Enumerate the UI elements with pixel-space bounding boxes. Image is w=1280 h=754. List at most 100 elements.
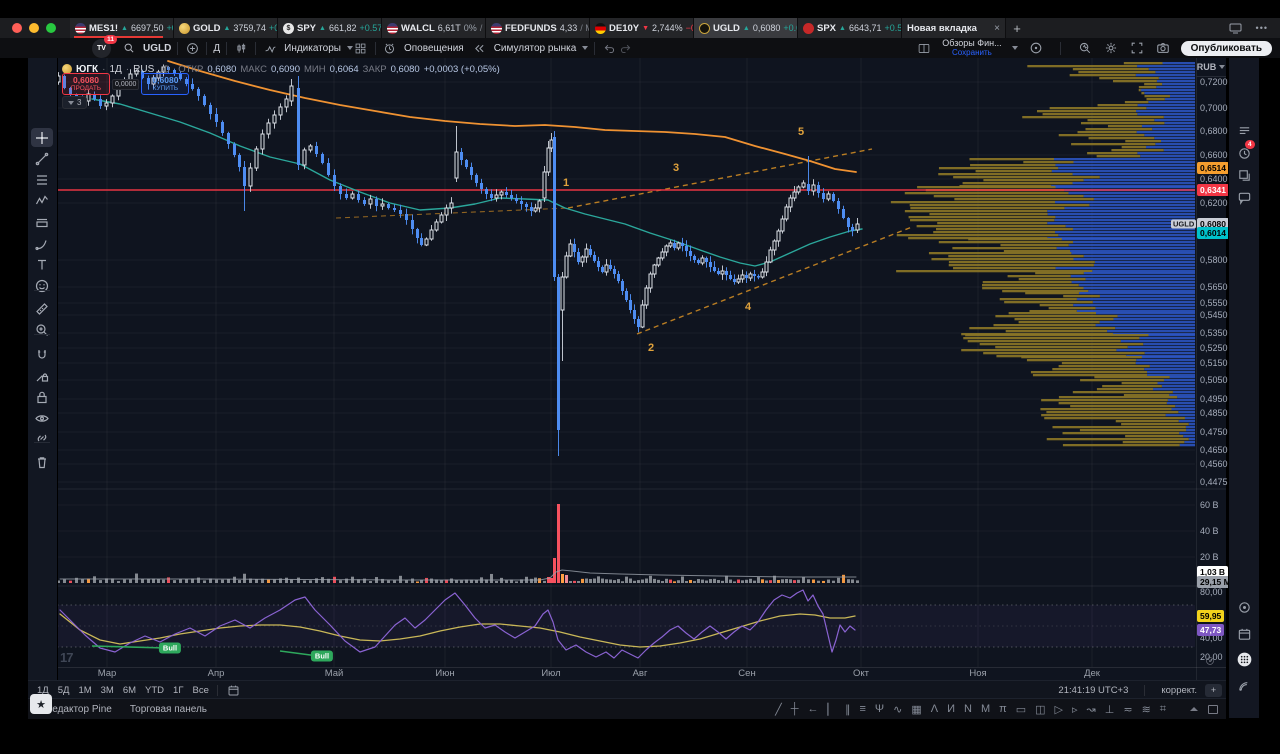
symbol-search[interactable]: UGLD bbox=[121, 40, 171, 56]
watchlist-icon[interactable] bbox=[1235, 122, 1253, 140]
range-button-6м[interactable]: 6М bbox=[122, 684, 137, 696]
ruler-tool[interactable] bbox=[31, 299, 53, 318]
adjust-label[interactable]: коррект. bbox=[1161, 684, 1197, 696]
quick-tool-icon-8[interactable]: ▦ bbox=[911, 703, 922, 716]
quick-tool-icon-13[interactable]: π bbox=[999, 703, 1007, 715]
position-tool[interactable] bbox=[31, 213, 53, 232]
quick-tool-icon-7[interactable]: ∿ bbox=[893, 703, 903, 716]
favorites-star-button[interactable]: ★ bbox=[30, 694, 52, 714]
time-axis-month[interactable]: Июн bbox=[435, 668, 455, 679]
browser-tab-spy[interactable]: $SPY▲661,82+0.57%/ И× bbox=[278, 18, 382, 38]
collapse-panel-icon[interactable] bbox=[1190, 707, 1198, 711]
menu-grid-icon[interactable] bbox=[1235, 650, 1253, 668]
browser-tab-новаявкладка[interactable]: Новая вкладка × bbox=[902, 18, 1006, 38]
trend-line-tool[interactable] bbox=[31, 149, 53, 168]
quick-tool-icon-12[interactable]: Μ bbox=[980, 703, 991, 715]
broadcast-icon[interactable] bbox=[1235, 676, 1253, 694]
brush-tool[interactable] bbox=[31, 234, 53, 253]
time-axis-month[interactable]: Июл bbox=[541, 668, 561, 679]
chart-canvas[interactable] bbox=[57, 58, 1226, 680]
range-button-ytd[interactable]: YTD bbox=[145, 684, 165, 696]
magnifier-tool[interactable] bbox=[31, 320, 53, 339]
calendar-icon[interactable] bbox=[1235, 625, 1253, 643]
browser-tab-mes1[interactable]: MES1!▲6697,50+0.53%× bbox=[70, 18, 174, 38]
collapsed-indicators-pill[interactable]: 3 bbox=[62, 96, 88, 109]
fullscreen-icon[interactable] bbox=[1129, 40, 1145, 56]
time-axis-month[interactable]: Авг bbox=[632, 668, 648, 679]
quick-tool-icon-0[interactable]: ╱ bbox=[775, 703, 782, 716]
quick-tool-icon-16[interactable]: ▷ bbox=[1054, 703, 1064, 716]
snapshot-camera-icon[interactable] bbox=[1155, 40, 1171, 56]
adjust-data-button[interactable]: + bbox=[1205, 683, 1222, 697]
buy-button[interactable]: 0,6080 КУПИТЬ bbox=[141, 73, 190, 95]
quick-search-icon[interactable] bbox=[1077, 40, 1093, 56]
time-axis-month[interactable]: Апр bbox=[207, 668, 225, 679]
quick-tool-icon-14[interactable]: ▭ bbox=[1015, 703, 1027, 716]
new-tab-button[interactable]: + bbox=[1013, 20, 1021, 36]
maximize-panel-icon[interactable] bbox=[1208, 704, 1218, 714]
record-icon[interactable] bbox=[1028, 40, 1044, 56]
range-button-все[interactable]: Все bbox=[192, 684, 209, 696]
quick-tool-icon-21[interactable]: ≋ bbox=[1141, 703, 1151, 716]
browser-tab-ugld[interactable]: UGLD▲0,6080+0.05%/× bbox=[694, 18, 798, 38]
quick-tool-icon-22[interactable]: ⌗ bbox=[1159, 702, 1166, 715]
price-scale-currency[interactable]: RUB bbox=[1196, 58, 1226, 77]
user-menu-avatar[interactable]: TV 11 bbox=[92, 34, 117, 58]
undo-icon[interactable] bbox=[601, 40, 617, 56]
text-tool[interactable] bbox=[31, 255, 53, 274]
publish-button[interactable]: Опубликовать bbox=[1180, 40, 1272, 56]
fib-retracement-tool[interactable] bbox=[31, 170, 53, 189]
quick-tool-icon-2[interactable]: ← bbox=[807, 703, 819, 715]
settings-gear-icon[interactable] bbox=[1103, 40, 1119, 56]
quick-tool-icon-20[interactable]: ≂ bbox=[1123, 703, 1133, 716]
quick-tool-icon-10[interactable]: И bbox=[947, 703, 956, 715]
time-axis-month[interactable]: Мар bbox=[97, 668, 117, 679]
maximize-window-button[interactable] bbox=[46, 23, 56, 33]
magnet-tool[interactable] bbox=[31, 345, 53, 364]
browser-tab-de10y[interactable]: DE10Y▼2,744%−0.78%× bbox=[590, 18, 694, 38]
range-button-3м[interactable]: 3М bbox=[100, 684, 114, 696]
quick-tool-icon-1[interactable]: ┼ bbox=[790, 703, 799, 715]
layout-name[interactable]: Обзоры Фин... Сохранить bbox=[942, 38, 1002, 57]
quick-tool-icon-3[interactable]: ▏ bbox=[827, 703, 836, 716]
clock-label[interactable]: 21:41:19 UTC+3 bbox=[1058, 684, 1129, 696]
target-icon[interactable] bbox=[1235, 598, 1253, 616]
minimize-window-button[interactable] bbox=[29, 23, 39, 33]
compare-add-icon[interactable] bbox=[184, 40, 200, 56]
quick-tool-icon-19[interactable]: ⊥ bbox=[1104, 703, 1115, 716]
time-axis-month[interactable]: Май bbox=[324, 668, 344, 679]
range-button-1д[interactable]: 1Д bbox=[37, 684, 49, 696]
axis-settings-icon[interactable] bbox=[1205, 656, 1215, 668]
sell-button[interactable]: 0,6080 ПРОДАТЬ bbox=[62, 73, 110, 95]
draw-lock-tool[interactable] bbox=[31, 366, 53, 385]
quick-tool-icon-18[interactable]: ↝ bbox=[1086, 703, 1096, 716]
alerts-button[interactable]: Оповещения bbox=[382, 40, 464, 56]
layout-grid-icon[interactable] bbox=[353, 40, 369, 56]
quick-tool-icon-17[interactable]: ▹ bbox=[1072, 703, 1078, 716]
tab-close-icon[interactable]: × bbox=[994, 22, 1000, 34]
quick-tool-icon-15[interactable]: ◫ bbox=[1035, 703, 1046, 716]
interval-button[interactable]: Д bbox=[213, 42, 221, 54]
trading-panel-button[interactable]: Торговая панель bbox=[129, 703, 208, 715]
alerts-clock-icon[interactable] bbox=[1235, 144, 1253, 162]
quick-tool-icon-9[interactable]: Λ bbox=[930, 703, 939, 715]
indicators-button[interactable]: Индикаторы bbox=[262, 40, 353, 56]
chart-type-icon[interactable] bbox=[233, 40, 249, 56]
quick-tool-icon-4[interactable]: ∥ bbox=[845, 703, 851, 716]
go-to-date-icon[interactable] bbox=[226, 682, 242, 698]
time-axis-month[interactable]: Дек bbox=[1084, 668, 1100, 679]
trash-tool[interactable] bbox=[31, 452, 53, 471]
time-axis-month[interactable]: Ноя bbox=[969, 668, 987, 679]
link-tool[interactable] bbox=[31, 428, 53, 447]
pattern-tool[interactable] bbox=[31, 191, 53, 210]
replay-button[interactable]: Симулятор рынка bbox=[472, 40, 589, 56]
save-layout-link[interactable]: Сохранить bbox=[952, 48, 992, 57]
browser-tab-spx[interactable]: SPX▲6643,71+0.59%/× bbox=[798, 18, 902, 38]
range-button-1м[interactable]: 1М bbox=[78, 684, 92, 696]
browser-tab-gold[interactable]: GOLD▲3759,74+0.28%× bbox=[174, 18, 278, 38]
redo-icon[interactable] bbox=[617, 40, 633, 56]
time-axis-month[interactable]: Сен bbox=[738, 668, 756, 679]
chat-icon[interactable] bbox=[1235, 188, 1253, 206]
tab-share-icon[interactable] bbox=[1228, 20, 1244, 36]
